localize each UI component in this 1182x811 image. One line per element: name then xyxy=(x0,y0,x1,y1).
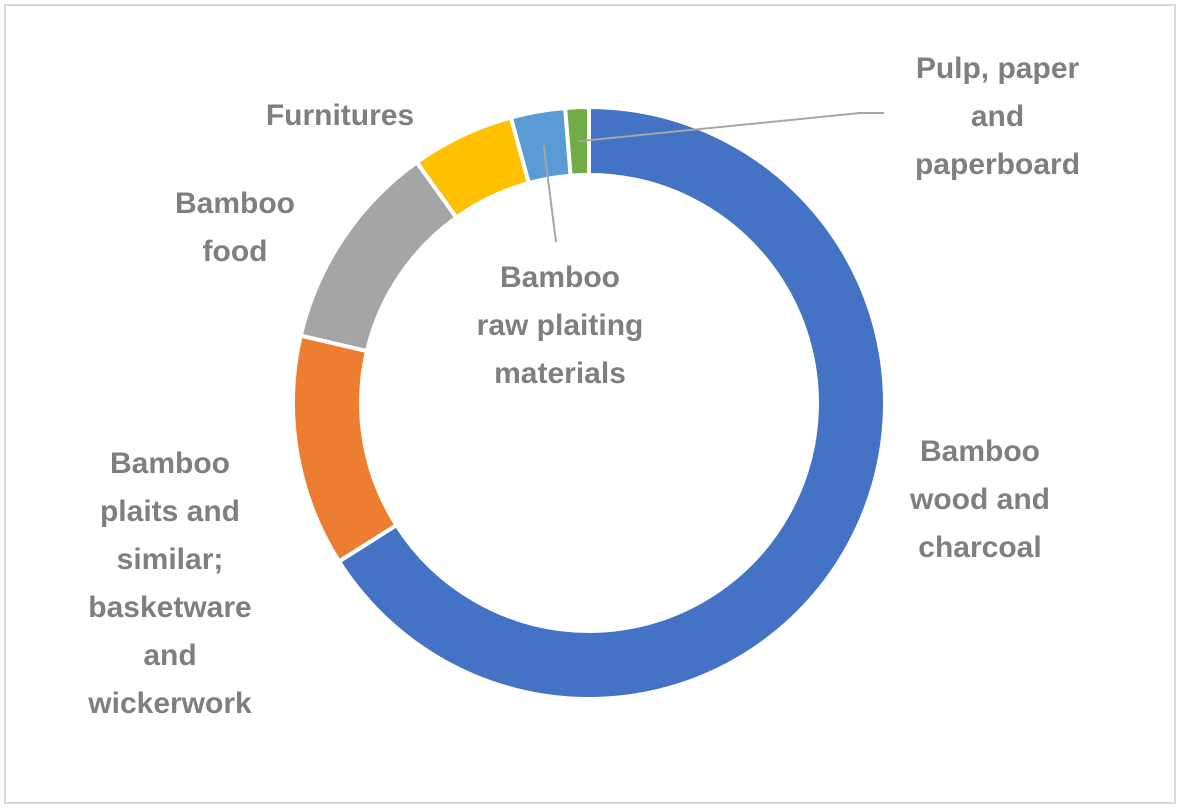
label-bamboo-plaits-basketware-wickerwork: Bamboo plaits and similar; basketware an… xyxy=(60,440,280,728)
label-bamboo-raw-plaiting-materials: Bamboo raw plaiting materials xyxy=(445,254,675,398)
label-furnitures: Furnitures xyxy=(230,92,450,140)
slice-bamboo-plaits-and-similar-basketware-and-wickerwork xyxy=(293,336,396,562)
label-bamboo-wood-and-charcoal: Bamboo wood and charcoal xyxy=(880,428,1080,572)
label-pulp-paper-and-paperboard: Pulp, paper and paperboard xyxy=(885,45,1110,189)
donut-slices xyxy=(293,107,885,699)
label-bamboo-food: Bamboo food xyxy=(145,180,325,276)
